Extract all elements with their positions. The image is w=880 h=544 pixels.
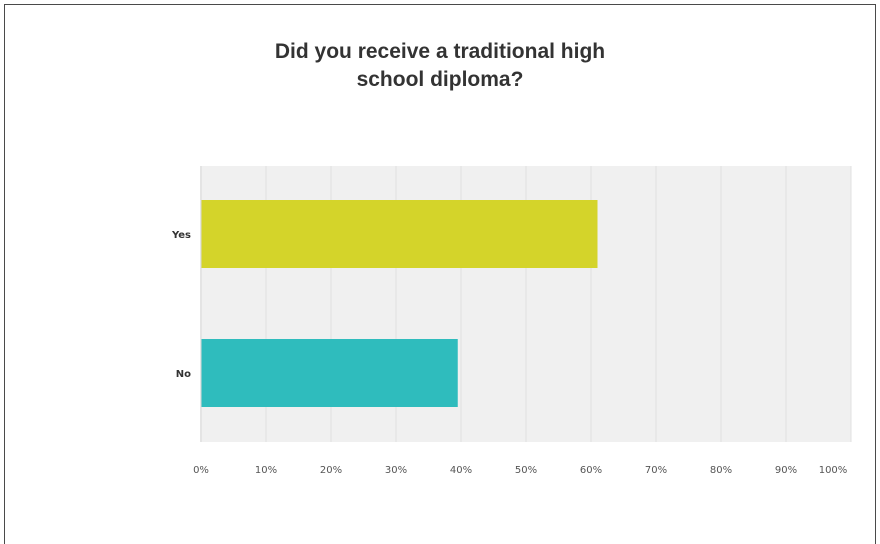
x-tick-label-8: 80%	[710, 465, 732, 476]
x-tick-label-7: 70%	[645, 465, 667, 476]
chart-title-line-1: Did you receive a traditional high	[274, 40, 606, 63]
x-tick-label-2: 20%	[320, 465, 342, 476]
category-label-no: No	[176, 369, 191, 380]
x-tick-label-5: 50%	[515, 465, 537, 476]
x-tick-label-10: 100%	[819, 465, 848, 476]
x-tick-label-1: 10%	[255, 465, 277, 476]
x-tick-label-0: 0%	[193, 465, 209, 476]
chart-title-line-2: school diploma?	[356, 68, 524, 91]
chart-title: Did you receive a traditional high schoo…	[200, 38, 680, 94]
category-label-yes: Yes	[171, 230, 191, 241]
bar-no[interactable]	[201, 339, 458, 407]
x-tick-label-4: 40%	[450, 465, 472, 476]
bars	[201, 200, 598, 407]
x-tick-label-9: 90%	[775, 465, 797, 476]
axes: 0% 10% 20% 30% 40% 50% 60% 70% 80% 90% 100% Yes No	[171, 166, 847, 476]
bar-yes[interactable]	[201, 200, 598, 268]
x-tick-label-6: 60%	[580, 465, 602, 476]
x-tick-label-3: 30%	[385, 465, 407, 476]
